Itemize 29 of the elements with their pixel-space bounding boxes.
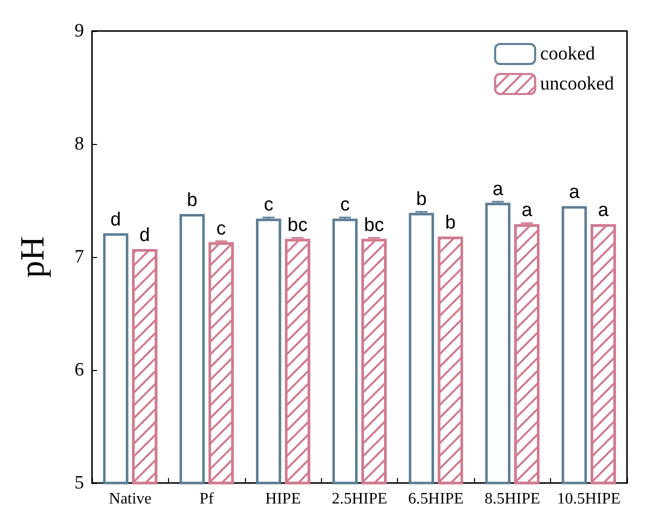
- data-label: b: [416, 188, 427, 210]
- data-label: a: [492, 178, 504, 200]
- x-tick-label: 6.5HIPE: [408, 490, 464, 508]
- y-tick-label: 8: [74, 134, 84, 154]
- x-tick-label: 8.5HIPE: [484, 490, 540, 508]
- legend-label: cooked: [540, 44, 596, 64]
- data-label: d: [110, 209, 121, 230]
- data-label: bc: [364, 214, 384, 236]
- y-tick-label: 9: [74, 20, 84, 42]
- data-label: c: [264, 194, 274, 216]
- y-tick-label: 6: [74, 360, 84, 380]
- data-label: d: [139, 225, 150, 246]
- x-tick-label: 10.5HIPE: [557, 490, 621, 508]
- x-tick-label: HIPE: [265, 490, 301, 508]
- y-tick-label: 5: [74, 472, 84, 494]
- data-label: b: [445, 212, 456, 234]
- data-label: c: [216, 218, 226, 240]
- data-label: a: [598, 200, 609, 222]
- data-label: b: [186, 190, 198, 212]
- x-tick-label: 2.5HIPE: [332, 490, 388, 508]
- data-label: c: [340, 194, 350, 216]
- data-label: a: [522, 200, 533, 222]
- legend-label: uncooked: [540, 74, 614, 94]
- y-axis-title: pH: [14, 236, 52, 278]
- x-tick-label: Pf: [200, 490, 214, 508]
- x-tick-label: Native: [108, 490, 152, 508]
- y-tick-label: 7: [74, 246, 84, 268]
- data-label: a: [568, 182, 580, 204]
- data-label: bc: [288, 214, 308, 236]
